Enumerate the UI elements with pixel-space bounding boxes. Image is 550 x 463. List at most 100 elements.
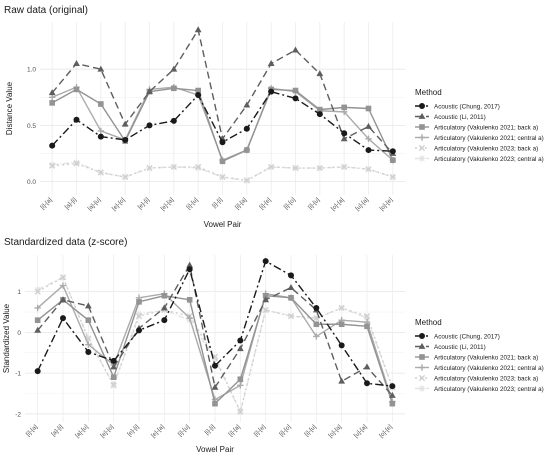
- data-point: [121, 120, 129, 127]
- data-point: [211, 383, 219, 390]
- legend-key-marker: [418, 364, 426, 371]
- legend-label: Articulatory (Vakulenko 2023; central a): [434, 156, 544, 163]
- data-point: [237, 376, 244, 383]
- legend-label: Articulatory (Vakulenko 2021; back a): [434, 354, 538, 361]
- data-point: [97, 127, 105, 135]
- legend-key-marker: [418, 155, 426, 162]
- chart-panel-1: Raw data (original) 0.0 0.5 1.0 [i]-[a] [a]-[…: [4, 5, 544, 229]
- legend-label: Acoustic (Chung, 2017): [434, 103, 500, 110]
- legend-label: Articulatory (Vakulenko 2021; back a): [434, 124, 538, 131]
- data-point: [341, 163, 348, 171]
- data-point: [110, 363, 118, 370]
- data-point: [34, 304, 41, 312]
- data-point: [243, 101, 251, 108]
- data-point: [364, 380, 370, 387]
- data-point: [390, 157, 396, 163]
- x-tick-label: [a]-[i]: [51, 424, 65, 438]
- data-point: [161, 292, 168, 299]
- data-point: [292, 164, 299, 172]
- data-point: [288, 272, 294, 279]
- legend-key-marker: [419, 124, 425, 130]
- x-tick-label: [u]-[a]: [353, 424, 368, 439]
- data-point: [34, 288, 41, 295]
- x-tick-label: [o]-[a]: [328, 424, 343, 439]
- data-point: [110, 357, 117, 364]
- data-point: [170, 65, 178, 72]
- data-point: [262, 292, 269, 299]
- data-point: [194, 26, 202, 33]
- data-point: [195, 163, 202, 171]
- legend-label: Articulatory (Vakulenko 2023; back a): [434, 145, 538, 152]
- grid: [40, 22, 405, 195]
- data-point: [34, 368, 41, 375]
- data-point: [219, 173, 226, 181]
- x-tick-label: [i]-[a]: [235, 197, 249, 211]
- data-point: [195, 87, 201, 94]
- data-point: [292, 46, 299, 53]
- data-point: [316, 70, 324, 77]
- data-point: [34, 317, 41, 323]
- data-point: [287, 313, 295, 320]
- data-point: [365, 147, 372, 154]
- data-point: [288, 294, 294, 301]
- data-point: [85, 317, 92, 323]
- series-5: [49, 160, 396, 184]
- x-axis-title: Vowel Pair: [196, 445, 234, 454]
- data-point: [194, 164, 202, 172]
- legend-key-marker: [418, 134, 426, 141]
- data-point: [73, 59, 80, 66]
- legend-key-marker: [418, 144, 426, 152]
- legend-label: Articulatory (Vakulenko 2023; central a): [434, 386, 544, 393]
- data-point: [340, 135, 348, 142]
- data-point: [73, 116, 80, 123]
- data-point: [389, 400, 396, 407]
- data-point: [211, 355, 219, 363]
- data-point: [122, 173, 129, 181]
- data-point: [186, 266, 193, 273]
- legend-key-marker: [418, 374, 426, 382]
- x-tick-label: [a]-[u]: [75, 424, 90, 439]
- x-tick-label: [e]-[o]: [100, 424, 115, 439]
- x-tick-label: [i]-[u]: [186, 197, 200, 211]
- data-point: [268, 88, 275, 95]
- data-point: [237, 408, 244, 415]
- data-point: [60, 315, 66, 322]
- legend-key-marker: [419, 354, 425, 360]
- data-point: [363, 313, 371, 320]
- data-point: [388, 391, 396, 398]
- chart-title: Standardized data (z-score): [4, 237, 127, 248]
- legend-label: Acoustic (Chung, 2017): [434, 333, 500, 340]
- data-point: [73, 160, 80, 167]
- x-axis-title: Vowel Pair: [204, 220, 242, 229]
- series-3: [34, 292, 396, 407]
- data-point: [287, 283, 295, 290]
- legend-key-marker: [419, 333, 425, 339]
- data-point: [170, 163, 177, 171]
- data-point: [219, 158, 226, 165]
- data-point: [34, 326, 42, 333]
- x-tick-label: [i]-[i]: [204, 424, 216, 436]
- legend-title: Method: [415, 88, 442, 97]
- data-point: [313, 321, 320, 328]
- x-tick-label: [o]-[e]: [379, 197, 394, 212]
- x-tick-label: [e]-[i]: [127, 424, 141, 438]
- data-point: [365, 105, 372, 112]
- data-point: [267, 59, 275, 66]
- x-tick-label: [i]-[a]: [228, 424, 242, 438]
- series-line: [37, 260, 393, 387]
- data-point: [84, 302, 92, 309]
- legend-label: Acoustic (Li, 2011): [434, 344, 486, 351]
- x-tick-label: [i]-[o]: [283, 197, 297, 211]
- data-point: [262, 258, 269, 265]
- data-point: [365, 122, 372, 129]
- legend-key-marker: [419, 103, 425, 109]
- x-tick-label: [i]-[u]: [308, 197, 322, 211]
- data-point: [243, 125, 250, 132]
- y-tick-label: -2: [15, 411, 21, 418]
- x-tick-label: [o]-[a]: [330, 197, 345, 212]
- data-point: [48, 161, 56, 168]
- x-tick-label: [i]-[e]: [259, 197, 273, 211]
- data-point: [212, 362, 218, 369]
- x-tick-label: [i]-[u]: [177, 424, 191, 438]
- x-tick-label: [i]-[a]: [40, 197, 54, 211]
